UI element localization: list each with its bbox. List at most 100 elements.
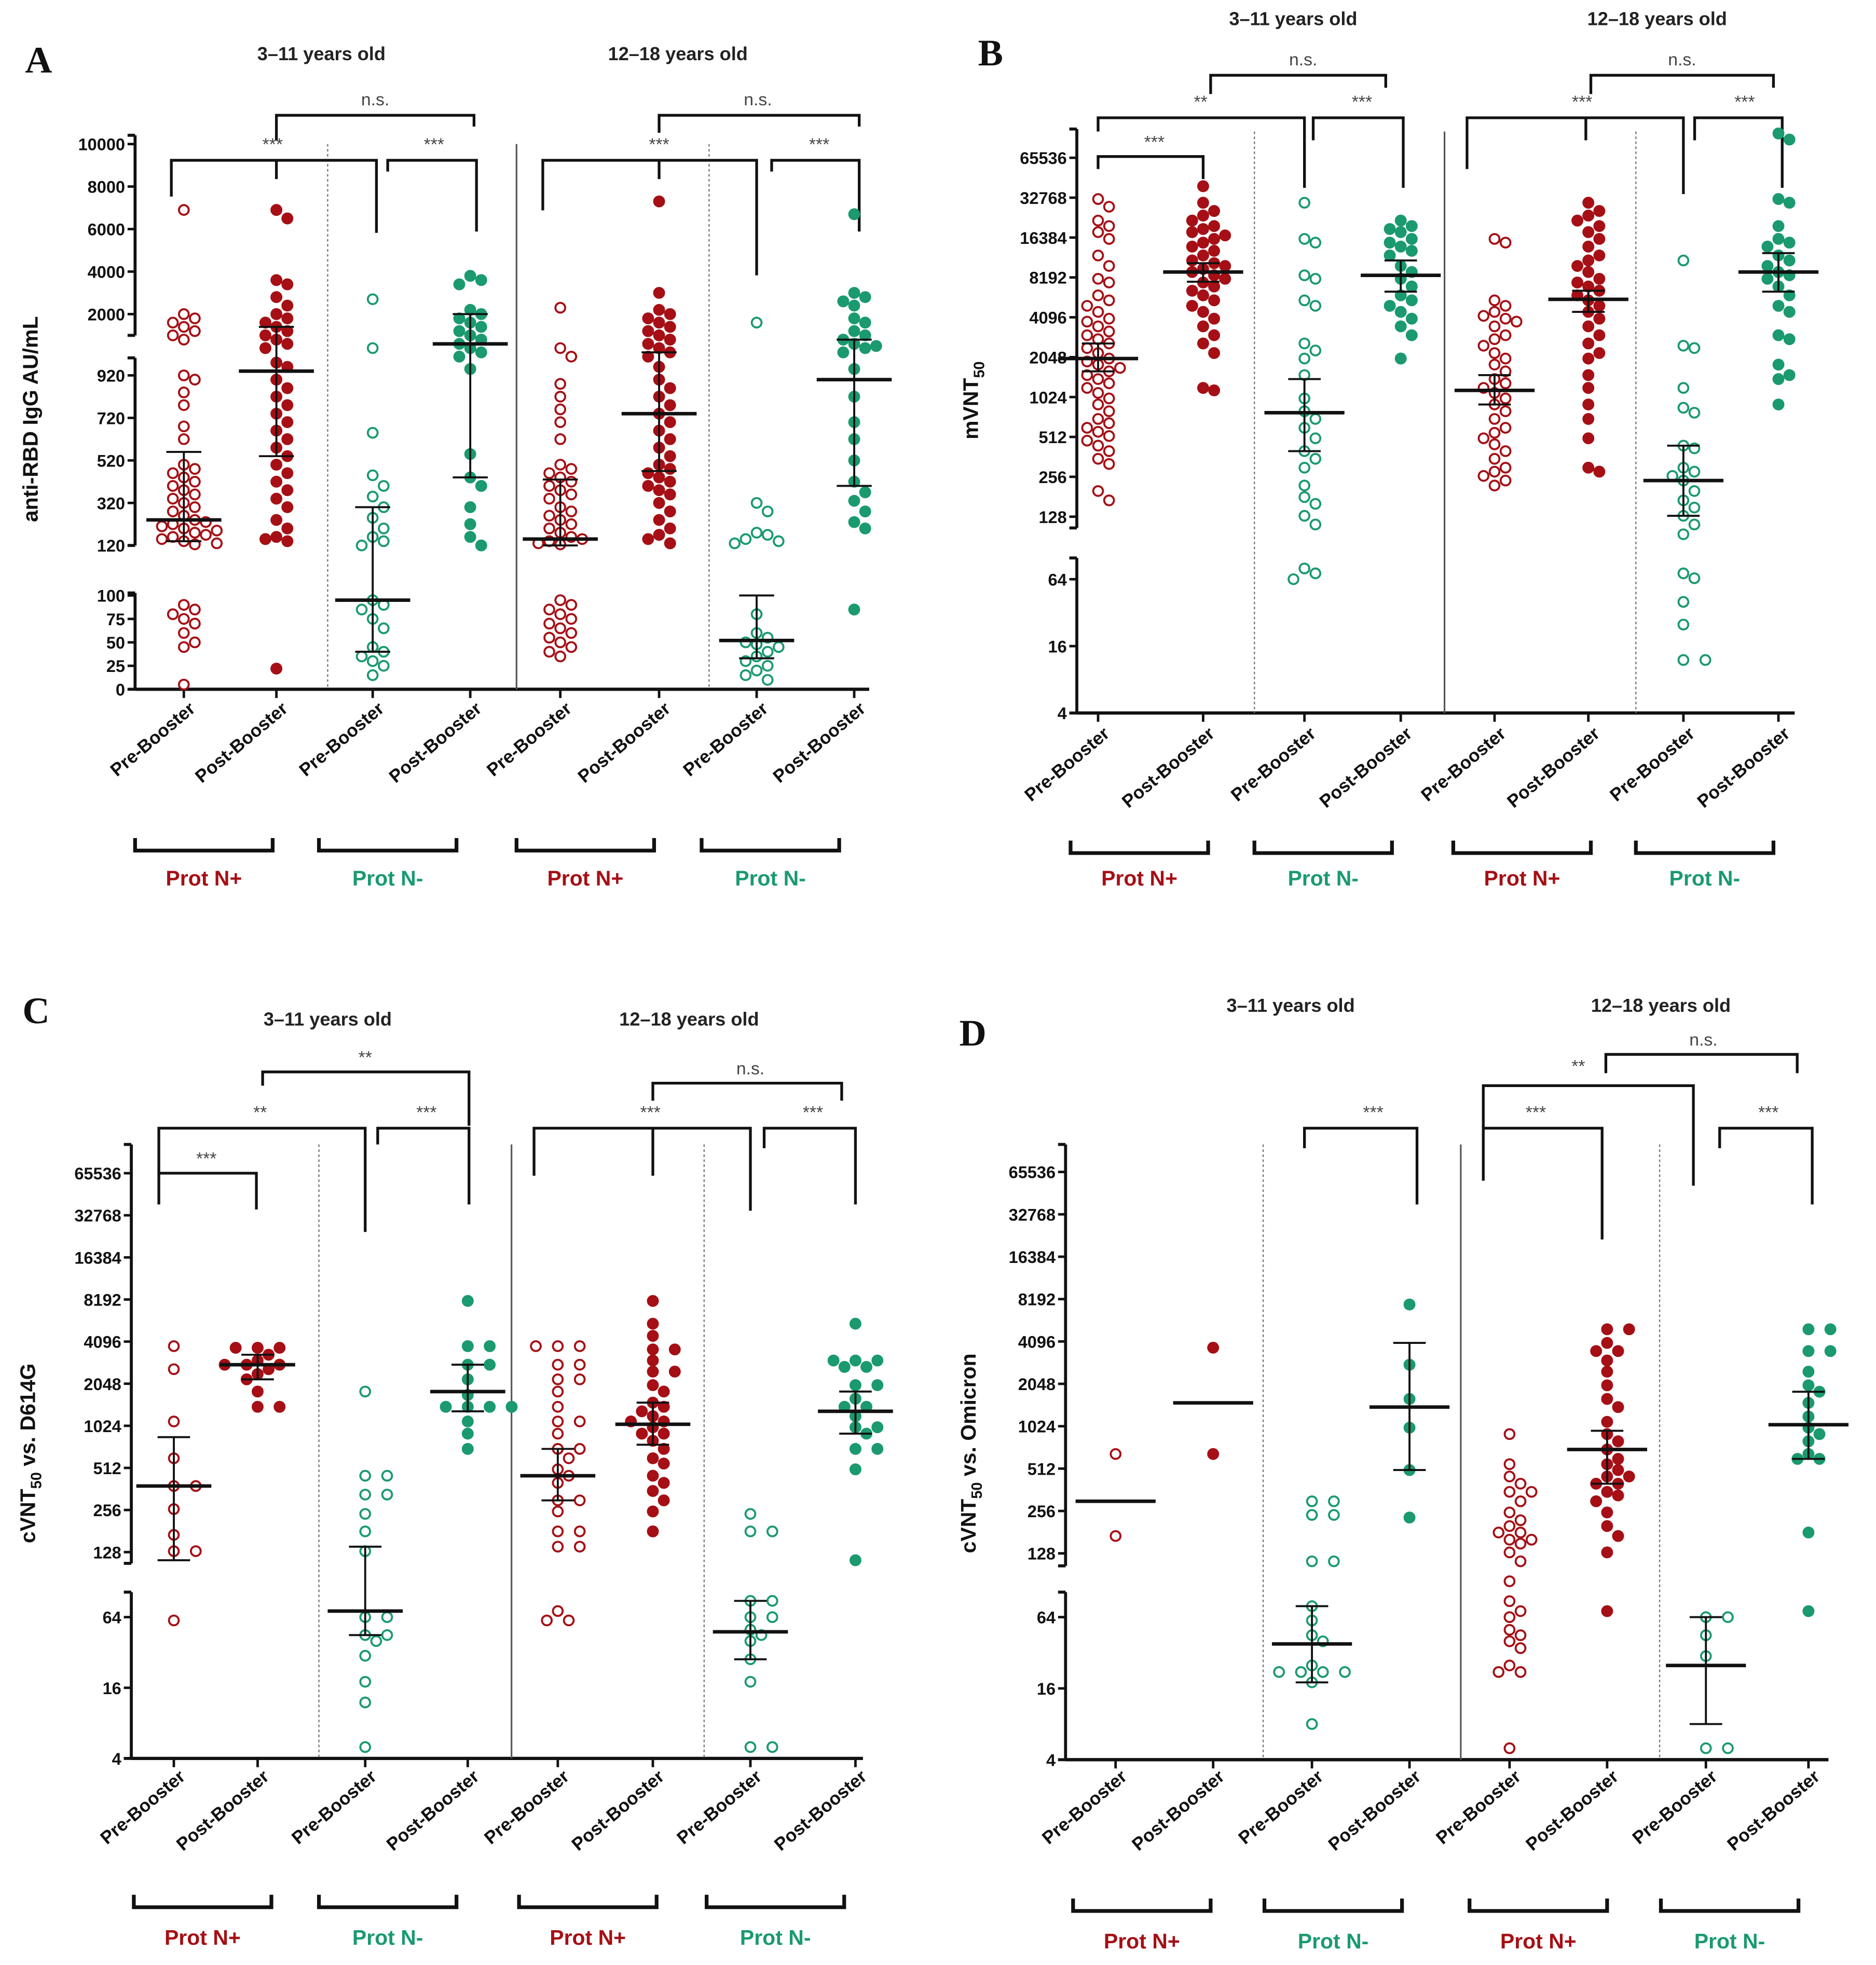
data-point [552, 1385, 564, 1398]
y-tick-label: 128 [1038, 508, 1066, 527]
significance-bracket: *** [1693, 92, 1784, 188]
data-point [1092, 289, 1104, 301]
data-point [252, 1385, 264, 1398]
bracket-line [1262, 1898, 1404, 1913]
significance-label: ** [359, 1048, 372, 1067]
data-point [565, 475, 578, 488]
data-point [565, 613, 578, 625]
data-point [1499, 312, 1512, 325]
data-point [1503, 1506, 1516, 1519]
data-point [189, 1545, 202, 1557]
data-point [1197, 306, 1209, 318]
data-point [1514, 1495, 1527, 1507]
data-point [1103, 417, 1115, 429]
data-point [1103, 201, 1115, 213]
data-point [1503, 1595, 1516, 1607]
y-axis-label: mVNT50 [959, 361, 988, 439]
data-point [1273, 1666, 1285, 1678]
data-point [1601, 1520, 1613, 1532]
data-point [366, 669, 379, 681]
bracket-line [317, 1894, 459, 1909]
data-point [200, 529, 212, 541]
x-tick-label: Pre-Booster [1417, 723, 1510, 806]
data-point [1394, 306, 1407, 318]
protein-group-bracket: Prot N+ [517, 1894, 659, 1949]
y-axis-label-main: cVNT [16, 1489, 39, 1543]
data-point [1688, 407, 1701, 419]
y-tick-label: 256 [93, 1501, 121, 1520]
data-point [355, 539, 368, 552]
data-point [563, 1614, 575, 1627]
data-point [281, 382, 294, 394]
data-point [1295, 1666, 1307, 1678]
significance-bracket: *** [386, 135, 478, 232]
data-point [1677, 254, 1690, 267]
data-point [177, 433, 190, 445]
bracket-line [514, 838, 656, 853]
data-point [1298, 462, 1310, 474]
data-point [1601, 1506, 1613, 1519]
data-point [552, 1526, 564, 1537]
data-point [189, 501, 201, 513]
data-point [848, 494, 860, 507]
data-point [1612, 1435, 1624, 1448]
age-group-title: 3–11 years old [257, 43, 386, 64]
data-point [1298, 337, 1310, 350]
data-point [1288, 573, 1299, 585]
y-tick-label: 75 [106, 610, 125, 629]
data-point [1582, 254, 1595, 267]
data-point [177, 420, 190, 433]
data-point [168, 1363, 180, 1376]
data-point [744, 1526, 757, 1537]
data-point [1092, 306, 1104, 318]
significance-label: *** [1363, 1103, 1383, 1122]
data-point [355, 603, 368, 616]
significance-label: n.s. [361, 90, 389, 109]
bracket-line [1451, 840, 1593, 855]
data-point [1219, 260, 1231, 272]
bracket-line [1693, 116, 1784, 188]
data-point [642, 467, 654, 479]
bracket-line [317, 838, 459, 853]
data-point [740, 533, 752, 545]
bracket-line [1069, 840, 1210, 855]
data-point [1488, 479, 1501, 492]
data-point [750, 497, 763, 509]
protein-group-bracket: Prot N- [317, 1894, 459, 1949]
data-point [1601, 1393, 1613, 1405]
data-group [816, 208, 892, 616]
data-point [766, 1526, 778, 1537]
data-point [647, 1452, 659, 1464]
y-tick-label: 512 [1038, 428, 1066, 447]
significance-label: *** [649, 135, 669, 155]
data-point [1092, 214, 1104, 227]
protein-group-label: Prot N- [1694, 1929, 1765, 1953]
data-point [773, 535, 785, 547]
data-point [167, 467, 179, 479]
data-point [1110, 1530, 1122, 1542]
age-group-title: 3–11 years old [1229, 8, 1357, 30]
bracket-line [651, 1081, 843, 1101]
data-point [270, 308, 283, 320]
bracket-line [1311, 116, 1405, 188]
age-group-title: 12–18 years old [1591, 995, 1731, 1016]
x-tick-label: Pre-Booster [481, 1766, 573, 1848]
data-point [565, 599, 578, 611]
y-tick-label: 1024 [84, 1417, 121, 1436]
data-point [1208, 220, 1221, 232]
data-group [615, 1295, 691, 1537]
data-point [848, 312, 860, 324]
bracket-line [1634, 840, 1775, 855]
data-point [543, 480, 555, 492]
data-point [1081, 369, 1093, 381]
data-point [461, 1427, 474, 1440]
bracket-line [1466, 116, 1685, 194]
data-group [1548, 197, 1628, 478]
data-point [1514, 1527, 1527, 1538]
data-point [1092, 399, 1104, 410]
data-point [259, 533, 271, 545]
bracket-line [170, 159, 378, 233]
data-point [189, 527, 201, 539]
data-point [1208, 347, 1221, 359]
protein-group-label: Prot N- [352, 867, 423, 890]
